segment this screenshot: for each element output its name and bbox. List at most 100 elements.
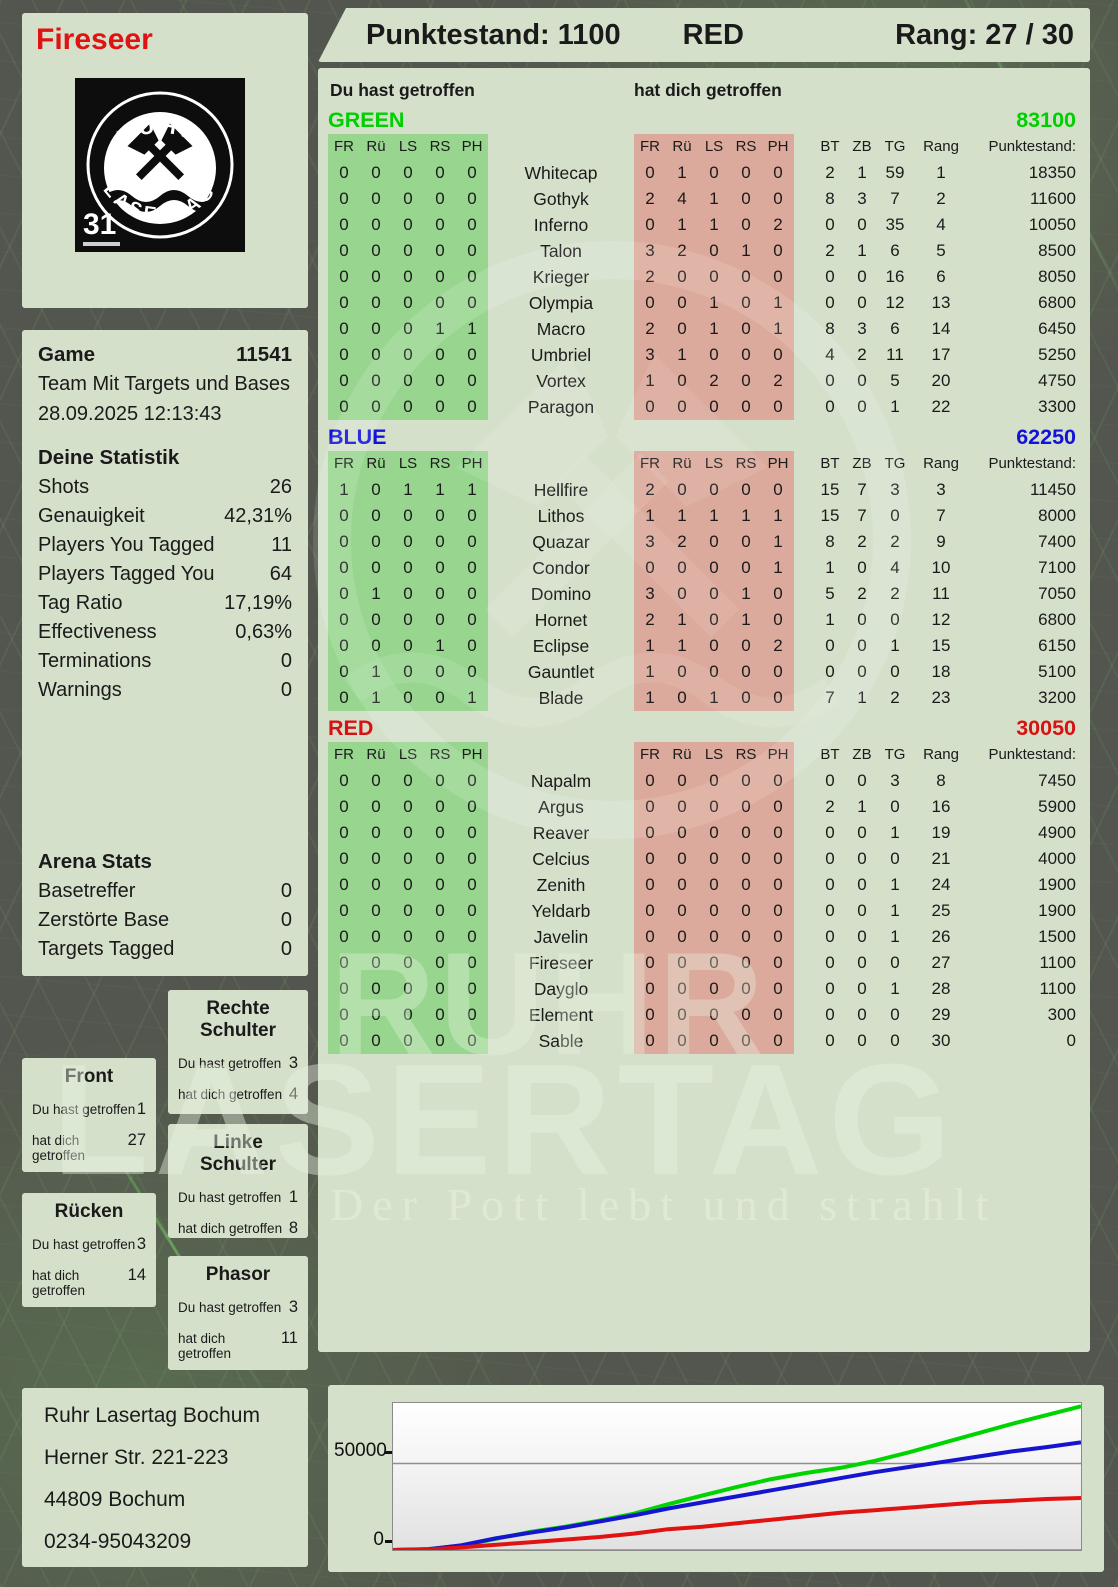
them-hit-cell: 0	[666, 768, 698, 794]
stat-cell: 0	[890, 797, 900, 816]
you-hit-cell: 0	[456, 1028, 488, 1054]
player-row: 0 0 0 0 0 Umbriel 3 1 0 0 0 4 2 11 17 5250	[328, 342, 1076, 368]
spacer	[794, 264, 814, 290]
them-hit-cell: 0	[698, 264, 730, 290]
stat-cell: 15	[820, 480, 840, 499]
stat-row: Tag Ratio 17,19%	[38, 589, 292, 618]
you-hit-cell: 0	[392, 768, 424, 794]
you-hit-cell: 1	[456, 685, 488, 711]
score-progress-chart-panel: 50000 0	[328, 1385, 1104, 1572]
you-hit-cell: 1	[360, 659, 392, 685]
bodypart-box-phasor: Phasor Du hast getroffen 3 hat dich getro…	[168, 1256, 308, 1370]
you-hit-cell: 0	[424, 238, 456, 264]
you-hit-cell: 0	[360, 264, 392, 290]
game-header: Game 11541	[38, 340, 292, 369]
stat-cell: 26	[931, 927, 951, 946]
col-header: FR	[634, 134, 666, 160]
game-id: 11541	[236, 342, 292, 366]
score-line-red	[393, 1496, 1081, 1550]
you-hit-cell: 0	[392, 555, 424, 581]
you-hit-cell: 0	[424, 529, 456, 555]
you-hit-cell: 0	[424, 607, 456, 633]
player-name: Talon	[540, 241, 582, 261]
stat-cell: 0	[857, 371, 867, 390]
them-hit-cell: 0	[698, 633, 730, 659]
you-hit-cell: 0	[360, 503, 392, 529]
punktestand-cell: 11450	[1029, 480, 1076, 499]
stat-row: Zerstörte Base 0	[38, 906, 292, 935]
them-hit-cell: 0	[666, 555, 698, 581]
them-hit-cell: 0	[730, 950, 762, 976]
stat-cell: 16	[931, 797, 951, 816]
you-hit-cell: 0	[424, 212, 456, 238]
them-hit-cell: 0	[730, 846, 762, 872]
you-hit-cell: 0	[392, 264, 424, 290]
col-header: RS	[730, 451, 762, 477]
you-hit-cell: 0	[424, 581, 456, 607]
punktestand-cell: 4900	[1038, 823, 1076, 842]
them-hit-cell: 3	[634, 342, 666, 368]
col-header: Rü	[360, 451, 392, 477]
you-hit-cell: 0	[456, 212, 488, 238]
you-hit-cell: 0	[392, 633, 424, 659]
stat-cell: 10	[931, 558, 951, 577]
you-hit-cell: 0	[424, 368, 456, 394]
player-name: Blade	[538, 688, 584, 708]
spacer	[794, 394, 814, 420]
you-hit-cell: 0	[424, 1028, 456, 1054]
stat-cell: 0	[825, 927, 835, 946]
you-hit-cell: 0	[360, 529, 392, 555]
stat-value: 0	[280, 679, 292, 701]
col-header: TG	[884, 138, 906, 155]
col-header: LS	[698, 451, 730, 477]
you-label: Du hast getroffen	[32, 1237, 136, 1252]
player-name: Olympia	[528, 293, 594, 313]
them-label: hat dich getroffen	[32, 1133, 86, 1163]
them-hit-cell: 0	[634, 976, 666, 1002]
you-hit-cell: 0	[360, 607, 392, 633]
col-header: Rang	[923, 746, 959, 763]
stat-cell: 2	[825, 797, 835, 816]
you-hit-cell: 0	[456, 872, 488, 898]
stat-cell: 0	[857, 293, 867, 312]
col-header: PH	[762, 451, 794, 477]
stat-cell: 0	[890, 1031, 900, 1050]
you-hit-cell: 0	[360, 1002, 392, 1028]
them-hit-cell: 1	[634, 633, 666, 659]
them-hit-cell: 0	[698, 898, 730, 924]
you-hit-cell: 0	[424, 160, 456, 186]
you-hit-cell: 0	[360, 160, 392, 186]
you-hit-cell: 0	[392, 976, 424, 1002]
stat-cell: 0	[857, 849, 867, 868]
stat-cell: 0	[857, 610, 867, 629]
stat-value: 42,31%	[224, 505, 292, 527]
column-header-row: FR Rü LS RS PH FR Rü LS RS PH BT ZB TG Rang Punktestan…	[328, 451, 1076, 477]
stat-cell: 0	[825, 979, 835, 998]
them-hit-cell: 0	[666, 794, 698, 820]
stat-row: Targets Tagged 0	[38, 935, 292, 964]
stat-value: 0,63%	[235, 621, 292, 643]
stat-cell: 0	[857, 397, 867, 416]
arena-stats-title: Arena Stats	[38, 850, 152, 873]
bodypart-title: Rücken	[54, 1201, 124, 1222]
them-hit-cell: 0	[666, 872, 698, 898]
stat-row: Basetreffer 0	[38, 877, 292, 906]
you-hit-cell: 0	[456, 659, 488, 685]
stat-cell: 3	[890, 771, 900, 790]
them-hit-cell: 0	[730, 820, 762, 846]
them-hit-cell: 1	[666, 607, 698, 633]
stat-cell: 0	[890, 506, 900, 525]
you-hit-cell: 0	[456, 555, 488, 581]
player-name: Javelin	[533, 927, 589, 947]
them-hit-cell: 0	[698, 529, 730, 555]
them-hit-cell: 0	[666, 898, 698, 924]
col-header: LS	[392, 134, 424, 160]
col-header: BT	[820, 746, 840, 763]
stat-cell: 1	[825, 558, 835, 577]
team-tables: GREEN 83100 FR Rü LS RS PH FR Rü LS RS PH BT ZB TG Rang…	[328, 106, 1076, 1057]
you-hit-cell: 0	[328, 633, 360, 659]
player-name: Hornet	[534, 610, 588, 630]
col-header: Rang	[923, 455, 959, 472]
them-hit-cell: 0	[698, 1028, 730, 1054]
stat-cell: 2	[857, 584, 867, 603]
